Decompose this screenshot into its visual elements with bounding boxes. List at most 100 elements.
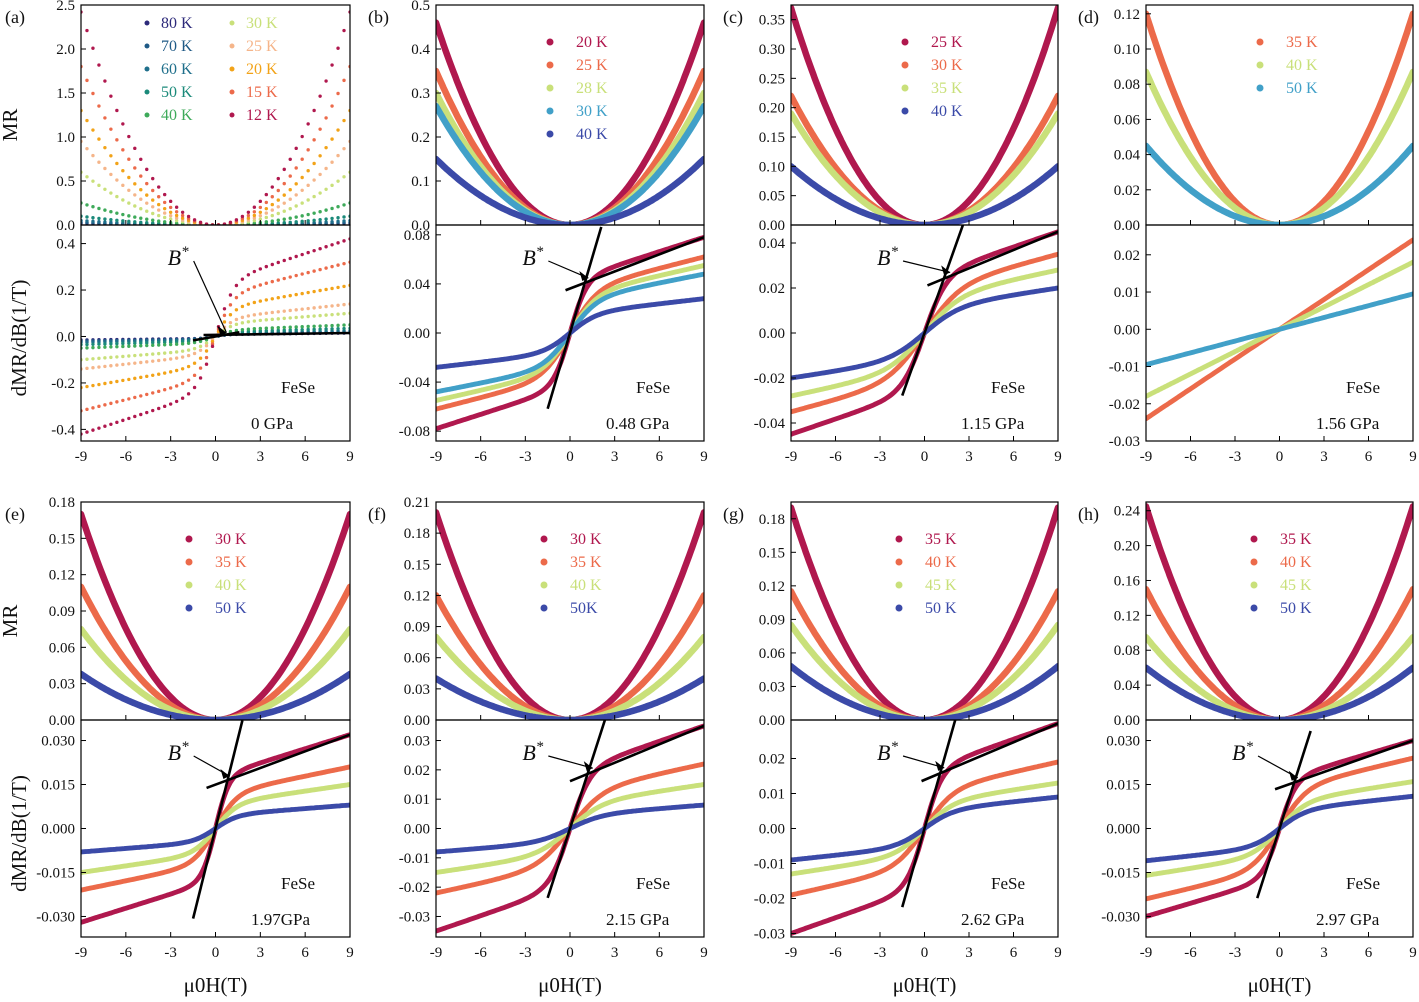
dmr-point (276, 328, 280, 333)
dmr-point (121, 354, 125, 359)
legend-marker (144, 112, 150, 118)
mr-point (300, 175, 304, 180)
pressure-annotation: 1.97GPa (251, 910, 310, 929)
x-tick-label: 6 (656, 945, 664, 961)
dmr-point (121, 418, 125, 423)
mr-point (103, 208, 107, 212)
mr-point (168, 205, 173, 210)
dmr-point (300, 325, 304, 329)
mr-point (276, 176, 280, 181)
legend-marker (901, 61, 909, 69)
mr-point (91, 46, 95, 50)
legend-marker (540, 535, 548, 543)
dmr-y-tick-label: 0.4 (56, 237, 75, 253)
dmr-point (133, 361, 137, 365)
mr-point (85, 118, 89, 123)
chart-panel-h: B* -9 -6 -3 0 3 6 9 0.00 0.04 0.08 0.12 0.16 0.20 0.24… (1078, 501, 1417, 961)
dmr-point (324, 313, 328, 317)
pressure-annotation: 1.15 GPa (961, 414, 1025, 433)
dmr-point (109, 401, 113, 406)
dmr-point (342, 261, 346, 266)
mr-point (306, 198, 310, 202)
dmr-point (192, 373, 197, 378)
x-tick-label: -9 (430, 449, 443, 465)
mr-point (109, 220, 113, 225)
dmr-point (330, 264, 334, 269)
dmr-point (330, 327, 334, 331)
dmr-point (342, 302, 346, 307)
mr-point (252, 213, 257, 218)
dmr-point (330, 286, 334, 291)
legend-marker (229, 112, 235, 118)
x-tick-label: 0 (1276, 945, 1284, 961)
mr-point (324, 217, 328, 221)
mr-point (97, 216, 101, 221)
bstar-arrowhead (217, 325, 227, 336)
legend-marker (144, 66, 150, 72)
mr-point (264, 200, 269, 205)
mr-series-line (1146, 10, 1413, 225)
legend-label: 60 K (161, 61, 193, 78)
dmr-point (162, 351, 167, 355)
mr-point (258, 214, 263, 218)
mr-point (85, 219, 89, 223)
panel-label: (g) (723, 504, 744, 525)
dmr-point (168, 350, 173, 355)
dmr-point (240, 321, 245, 325)
dmr-point (270, 326, 274, 330)
mr-y-tick-label: 0.21 (404, 495, 430, 511)
dmr-point (306, 324, 310, 329)
x-tick-label: 9 (346, 945, 354, 961)
dmr-point (204, 349, 209, 353)
dmr-point (300, 252, 304, 257)
dmr-point (121, 341, 125, 346)
mr-point (115, 161, 119, 166)
dmr-point (336, 285, 340, 290)
mr-point (282, 193, 286, 197)
mr-y-tick-label: 2.0 (56, 42, 75, 58)
dmr-point (91, 428, 95, 432)
mr-point (115, 218, 119, 222)
mr-y-tick-label: 0.00 (1114, 218, 1140, 234)
x-tick-label: -3 (164, 449, 177, 465)
dmr-y-tick-label: 0.02 (1114, 248, 1140, 264)
mr-y-tick-label: 0.04 (1114, 678, 1141, 694)
dmr-point (127, 362, 131, 366)
sample-annotation: FeSe (1346, 874, 1380, 893)
dmr-point (240, 291, 245, 295)
dmr-y-tick-label: 0.0 (56, 329, 75, 345)
dmr-point (127, 416, 131, 421)
dmr-point (342, 239, 346, 243)
mr-point (252, 221, 257, 225)
dmr-point (192, 385, 197, 390)
dmr-point (246, 287, 251, 292)
dmr-point (240, 327, 245, 332)
dmr-point (318, 313, 322, 318)
dmr-point (300, 291, 304, 296)
x-tick-label: -6 (829, 945, 842, 961)
bstar-fit-line-steep (900, 720, 957, 908)
mr-point (336, 153, 340, 158)
bstar-fit-line-flat (926, 230, 1058, 287)
dmr-y-tick-label: -0.4 (51, 422, 75, 438)
mr-point (174, 210, 179, 214)
mr-y-tick-label: 0.08 (1114, 643, 1140, 659)
dmr-point (312, 248, 316, 253)
dmr-point (91, 365, 95, 370)
mr-y-tick-label: 0.18 (49, 495, 75, 511)
mr-point (174, 216, 179, 220)
mr-point (133, 204, 137, 208)
mr-point (294, 204, 298, 208)
mr-point (324, 187, 328, 192)
dmr-point (157, 358, 161, 363)
mr-point (330, 160, 334, 164)
legend-label: 50 K (1286, 80, 1318, 97)
mr-point (85, 175, 89, 179)
mr-point (162, 220, 167, 224)
mr-point (127, 201, 131, 205)
dmr-point (294, 273, 298, 278)
mr-point (139, 197, 143, 201)
dmr-y-tick-label: 0.03 (404, 734, 430, 750)
dmr-point (210, 342, 215, 346)
mr-point (204, 222, 209, 225)
